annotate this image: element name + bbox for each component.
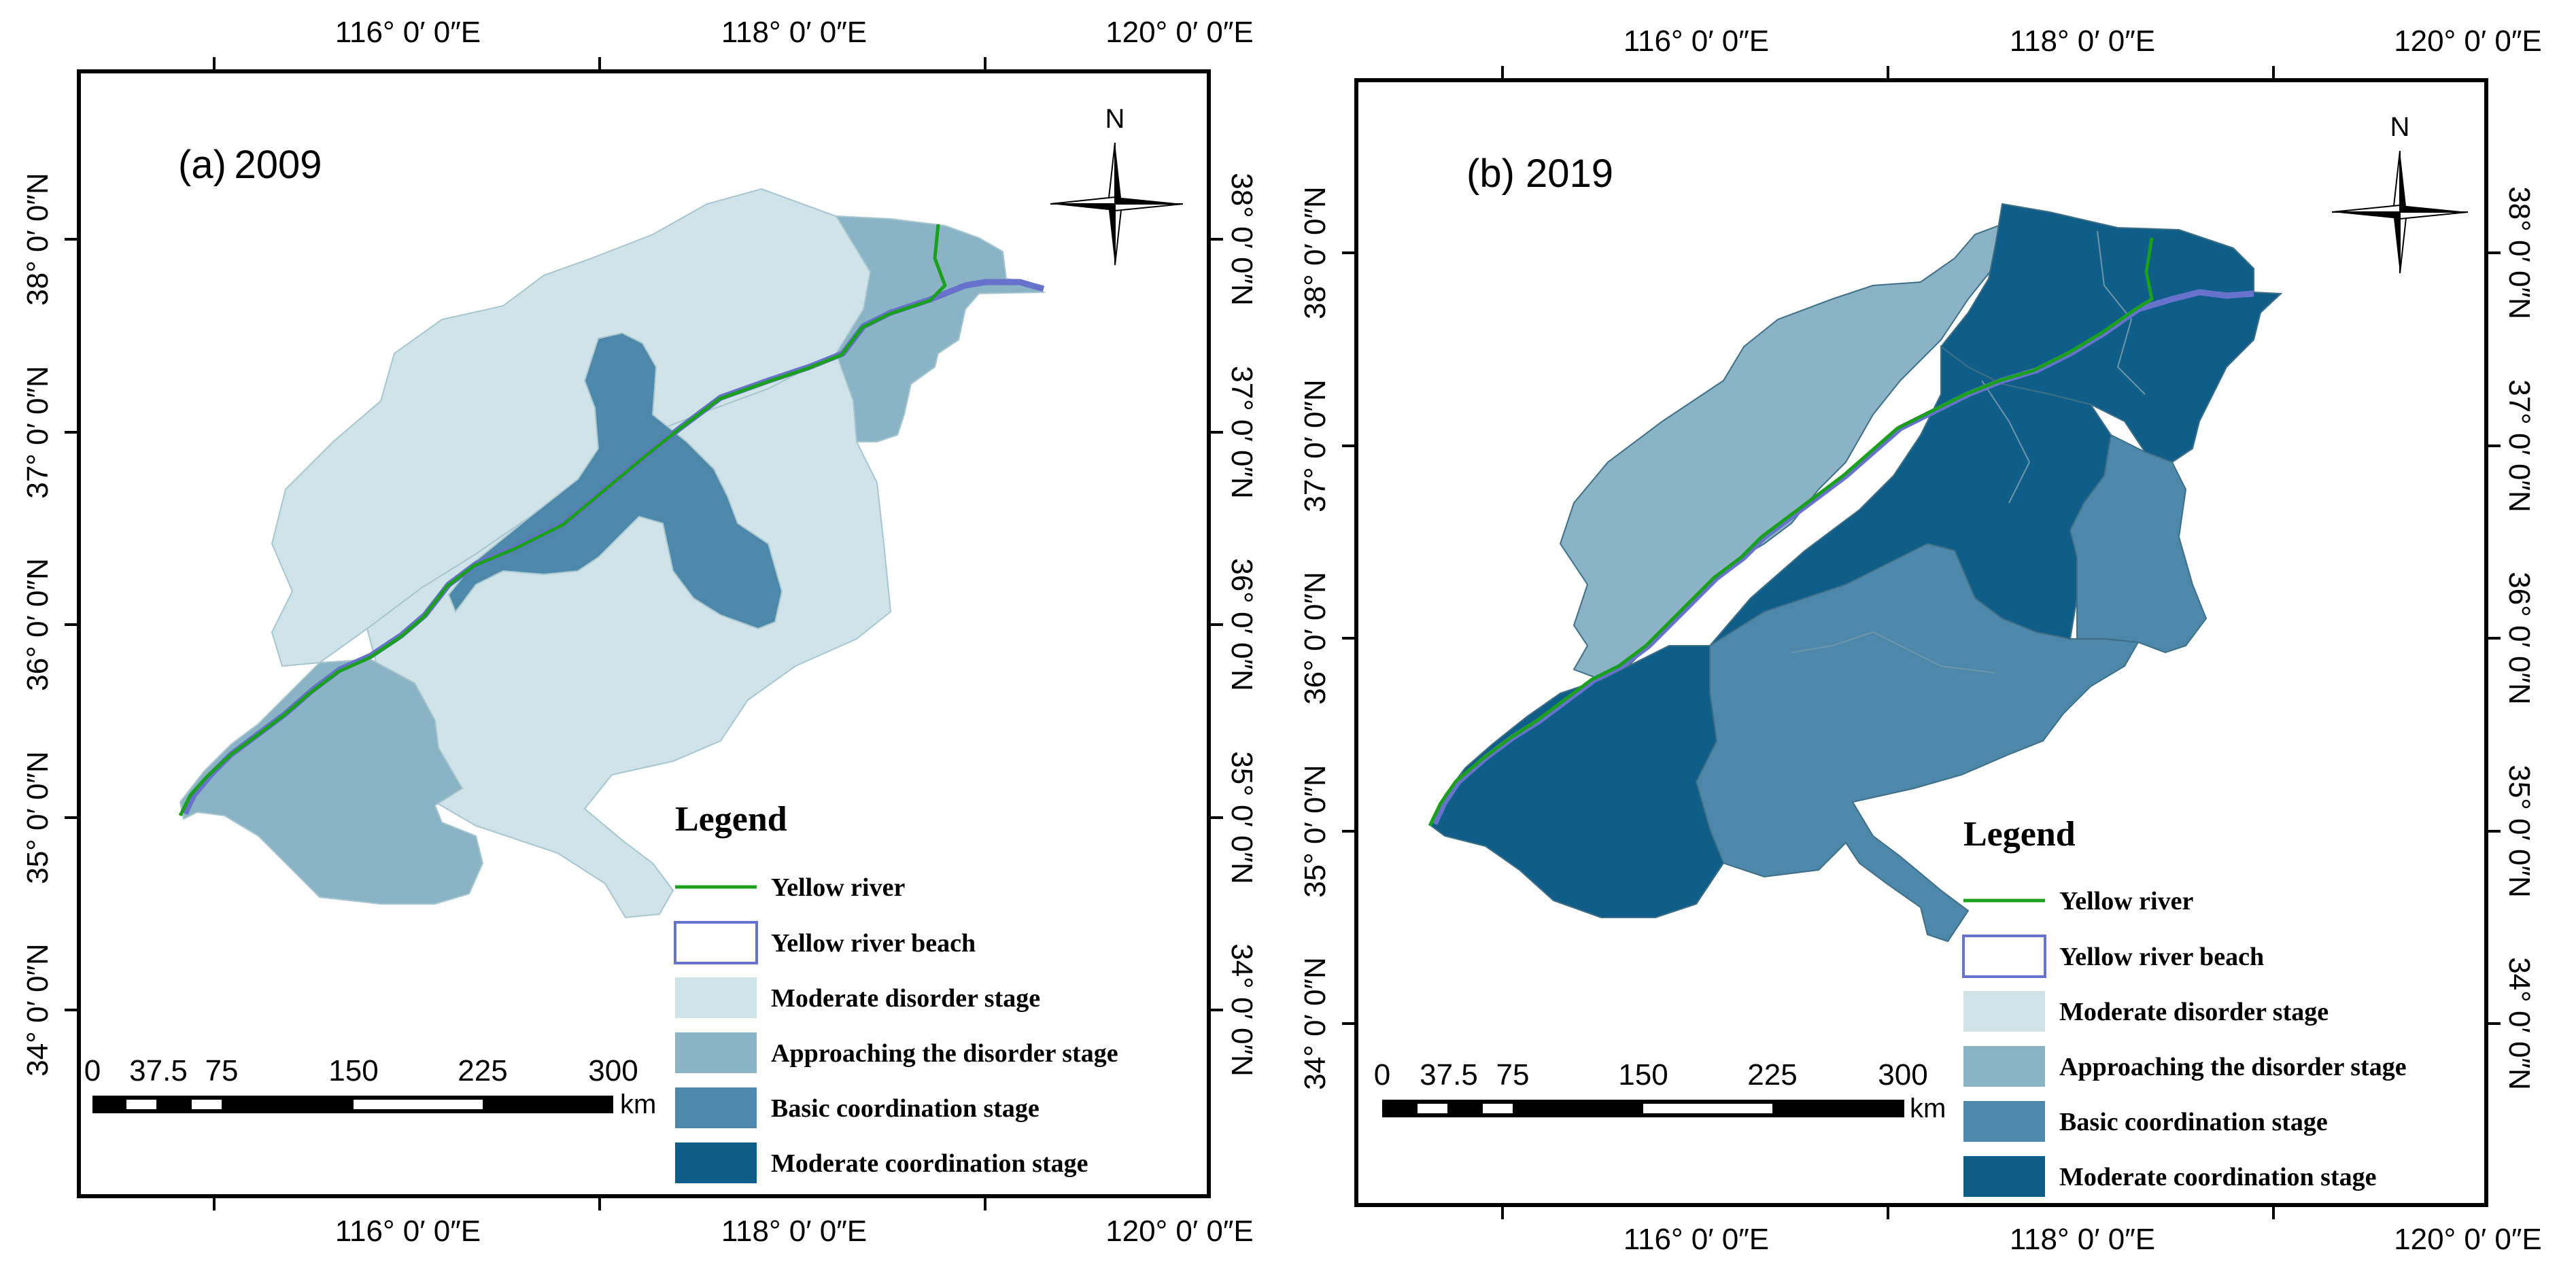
region-polygons [1430, 203, 2283, 943]
scale-tick-225: 225 [1747, 1058, 1797, 1092]
legend-label-moderate-coordination: Moderate coordination stage [771, 1149, 1088, 1178]
bottom-longitude-ticks [1501, 1205, 2275, 1219]
lon-label-120-top: 120° 0′ 0″E [1105, 16, 1254, 49]
legend-label-yellow-river: Yellow river [771, 873, 905, 902]
legend-label-approaching-disorder: Approaching the disorder stage [771, 1039, 1118, 1068]
lon-label-116-top: 116° 0′ 0″E [1624, 24, 1769, 58]
legend-label-moderate-coordination: Moderate coordination stage [2059, 1163, 2376, 1191]
scale-tick-37-5: 37.5 [1420, 1058, 1478, 1092]
region-southwest [179, 658, 484, 905]
scale-tick-75: 75 [1496, 1058, 1530, 1092]
region-southwest [1430, 645, 1725, 918]
lat-label-34-left: 34° 0′ 0″N [1299, 957, 1332, 1090]
legend-swatch-moderate-disorder [675, 977, 757, 1018]
lat-label-37-left: 37° 0′ 0″N [21, 366, 54, 499]
legend-label-moderate-disorder: Moderate disorder stage [2059, 998, 2329, 1026]
legend-swatch-moderate-coordination [1963, 1156, 2045, 1197]
region-northeast [835, 215, 1046, 442]
lon-label-116-bottom: 116° 0′ 0″E [335, 1215, 481, 1248]
lat-label-34-right: 34° 0′ 0″N [2503, 957, 2536, 1090]
scale-unit: km [620, 1089, 656, 1119]
lat-label-35-right: 35° 0′ 0″N [2503, 765, 2536, 898]
lon-label-118-bottom: 118° 0′ 0″E [721, 1215, 867, 1248]
scale-tick-150: 150 [1618, 1058, 1668, 1092]
legend-swatch-beach [674, 921, 758, 964]
region-south [1695, 542, 2140, 943]
legend-swatch-moderate-disorder [1963, 991, 2045, 1032]
internal-borders [1791, 230, 2146, 674]
scale-bar: 0 37.5 75 150 225 300 km [84, 1054, 657, 1119]
legend-title: Legend [1963, 815, 2076, 854]
legend-swatch-basic-coordination [1963, 1101, 2045, 1142]
legend-title: Legend [675, 800, 787, 839]
region-east [2069, 434, 2208, 654]
legend-label-beach: Yellow river beach [2059, 943, 2264, 971]
north-arrow-label: N [2390, 112, 2410, 142]
lat-label-38-right: 38° 0′ 0″N [1225, 173, 1258, 306]
legend-swatch-beach [1962, 935, 2046, 978]
lon-label-116-top: 116° 0′ 0″E [335, 16, 481, 49]
north-arrow: N [1050, 104, 1184, 266]
map-panel-2009: 116° 0′ 0″E 118° 0′ 0″E 120° 0′ 0″E 116°… [21, 16, 1258, 1248]
latitude-ticks [1342, 251, 2501, 1025]
top-longitude-ticks [1501, 66, 2275, 80]
yellow-river-line [178, 224, 947, 817]
scale-unit: km [1910, 1094, 1946, 1123]
map-panel-2019: 116° 0′ 0″E 118° 0′ 0″E 120° 0′ 0″E 116°… [1299, 24, 2542, 1256]
north-arrow: N [2331, 112, 2469, 274]
scale-tick-75: 75 [205, 1054, 239, 1087]
legend: Legend Yellow river Yellow river beach M… [674, 800, 1118, 1183]
legend-label-basic-coordination: Basic coordination stage [2059, 1108, 2328, 1136]
legend-swatch-approaching-disorder [1963, 1046, 2045, 1087]
lon-label-120-top: 120° 0′ 0″E [2394, 24, 2542, 58]
region-south [366, 352, 892, 919]
lat-label-36-left: 36° 0′ 0″N [1299, 572, 1332, 705]
top-longitude-ticks [213, 57, 986, 71]
lat-label-38-left: 38° 0′ 0″N [21, 173, 54, 306]
lon-label-120-bottom: 120° 0′ 0″E [2394, 1223, 2542, 1256]
scale-tick-37-5: 37.5 [129, 1054, 188, 1087]
legend-swatch-moderate-coordination [675, 1143, 757, 1183]
panel-title: (b) 2019 [1466, 152, 1613, 196]
scale-tick-300: 300 [1878, 1058, 1927, 1092]
scale-tick-150: 150 [328, 1054, 378, 1087]
lat-label-35-left: 35° 0′ 0″N [21, 751, 54, 884]
north-arrow-label: N [1105, 104, 1125, 134]
lat-label-37-right: 37° 0′ 0″N [1225, 366, 1258, 499]
latitude-ticks [65, 238, 1223, 1011]
lat-label-35-right: 35° 0′ 0″N [1225, 751, 1258, 884]
lat-label-34-left: 34° 0′ 0″N [21, 943, 54, 1077]
lon-label-116-bottom: 116° 0′ 0″E [1624, 1223, 1769, 1256]
scale-tick-0: 0 [1374, 1058, 1390, 1092]
legend: Legend Yellow river Yellow river beach M… [1962, 815, 2407, 1197]
scale-tick-300: 300 [588, 1054, 638, 1087]
lat-label-36-right: 36° 0′ 0″N [1225, 558, 1258, 691]
panel-title: (a) 2009 [178, 143, 322, 187]
lat-label-35-left: 35° 0′ 0″N [1299, 765, 1332, 898]
scale-bar: 0 37.5 75 150 225 300 km [1374, 1058, 1946, 1123]
legend-label-yellow-river: Yellow river [2059, 887, 2193, 915]
legend-label-approaching-disorder: Approaching the disorder stage [2059, 1053, 2407, 1081]
legend-swatch-basic-coordination [675, 1087, 757, 1128]
lat-label-37-right: 37° 0′ 0″N [2503, 379, 2536, 512]
bottom-longitude-ticks [213, 1196, 986, 1210]
lat-label-36-right: 36° 0′ 0″N [2503, 572, 2536, 705]
lon-label-118-top: 118° 0′ 0″E [2010, 24, 2155, 58]
yellow-river-line [1428, 237, 2154, 827]
lon-label-118-bottom: 118° 0′ 0″E [2010, 1223, 2155, 1256]
lat-label-36-left: 36° 0′ 0″N [21, 558, 54, 691]
lat-label-38-right: 38° 0′ 0″N [2503, 186, 2536, 319]
lat-label-38-left: 38° 0′ 0″N [1299, 186, 1332, 319]
lat-label-37-left: 37° 0′ 0″N [1299, 379, 1332, 512]
lon-label-120-bottom: 120° 0′ 0″E [1105, 1215, 1254, 1248]
legend-label-moderate-disorder: Moderate disorder stage [771, 984, 1040, 1013]
region-northwest [1559, 223, 2004, 681]
legend-label-basic-coordination: Basic coordination stage [771, 1094, 1040, 1123]
scale-tick-0: 0 [84, 1054, 101, 1087]
lon-label-118-top: 118° 0′ 0″E [721, 16, 867, 49]
lat-label-34-right: 34° 0′ 0″N [1225, 943, 1258, 1077]
scale-tick-225: 225 [458, 1054, 507, 1087]
legend-label-beach: Yellow river beach [771, 929, 976, 958]
legend-swatch-approaching-disorder [675, 1032, 757, 1073]
